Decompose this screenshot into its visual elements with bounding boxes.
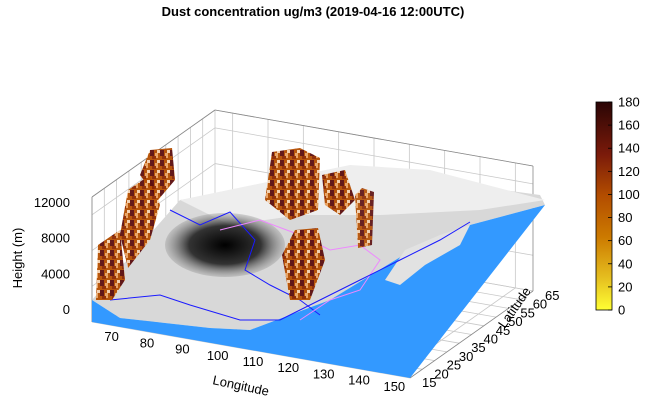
grid-back-horizontal bbox=[214, 127, 534, 185]
dust-curtain-4 bbox=[265, 148, 320, 220]
dark-dust-shadow bbox=[165, 213, 285, 277]
x-tick-label: 110 bbox=[243, 354, 264, 369]
z-tick-label: 12000 bbox=[34, 195, 70, 210]
x-tick-label: 80 bbox=[140, 335, 154, 350]
colorbar-tick-label: 180 bbox=[618, 95, 640, 110]
x-tick-label: 120 bbox=[277, 360, 299, 375]
y-tick-label: 65 bbox=[545, 288, 559, 303]
colorbar-tick-label: 100 bbox=[618, 187, 640, 202]
y-tick-label: 60 bbox=[533, 297, 547, 312]
dust-curtain-1 bbox=[96, 230, 125, 300]
y-tick-label: 25 bbox=[447, 358, 461, 373]
y-tick-label: 15 bbox=[422, 375, 436, 390]
z-axis-label: Height (m) bbox=[10, 228, 25, 289]
dust-curtain-7 bbox=[355, 188, 374, 248]
dust-curtain-3 bbox=[140, 148, 175, 200]
z-axis-ticks: 0 4000 8000 12000 bbox=[34, 195, 70, 317]
colorbar-tick-label: 20 bbox=[618, 279, 632, 294]
y-tick-label: 55 bbox=[520, 305, 534, 320]
y-tick-label: 50 bbox=[508, 314, 522, 329]
colorbar-tick-label: 60 bbox=[618, 233, 632, 248]
y-tick-label: 45 bbox=[496, 323, 510, 338]
colorbar-ramp bbox=[595, 101, 613, 311]
colorbar-tick-label: 0 bbox=[618, 303, 625, 318]
box-edge bbox=[409, 290, 534, 379]
colorbar-tick-label: 80 bbox=[618, 210, 632, 225]
box-edge bbox=[214, 109, 534, 167]
colorbar-ticks: 0 20 40 60 80 100 120 140 160 180 bbox=[608, 95, 640, 318]
y-tick-label: 40 bbox=[484, 332, 498, 347]
dust-curtains bbox=[96, 148, 374, 300]
colorbar-tick-label: 160 bbox=[618, 118, 640, 133]
dust-curtain-2 bbox=[120, 175, 160, 268]
dust-curtain-5 bbox=[322, 170, 355, 215]
z-tick-label: 4000 bbox=[41, 266, 70, 281]
colorbar-tick-label: 140 bbox=[618, 141, 640, 156]
x-axis-label: Longitude bbox=[211, 372, 270, 399]
x-tick-label: 70 bbox=[104, 329, 118, 344]
y-tick-label: 30 bbox=[459, 349, 473, 364]
chart-title: Dust concentration ug/m3 (2019-04-16 12:… bbox=[162, 4, 465, 19]
colorbar-tick-label: 120 bbox=[618, 164, 640, 179]
z-tick-label: 8000 bbox=[41, 231, 70, 246]
colorbar-tick-label: 40 bbox=[618, 256, 632, 271]
z-tick-label: 0 bbox=[63, 302, 70, 317]
dust-curtain-6 bbox=[282, 228, 325, 300]
x-tick-label: 150 bbox=[383, 379, 405, 394]
coastline bbox=[109, 221, 471, 321]
x-tick-label: 130 bbox=[313, 366, 335, 381]
x-tick-label: 100 bbox=[207, 348, 229, 363]
x-tick-label: 140 bbox=[348, 373, 370, 388]
x-tick-label: 90 bbox=[175, 342, 189, 357]
land-east bbox=[385, 225, 470, 285]
x-axis-ticks: 70 80 90 100 110 120 130 140 150 bbox=[104, 329, 405, 394]
colorbar: 0 20 40 60 80 100 120 140 160 180 bbox=[595, 95, 640, 318]
y-tick-label: 20 bbox=[434, 366, 448, 381]
y-tick-label: 35 bbox=[471, 340, 485, 355]
